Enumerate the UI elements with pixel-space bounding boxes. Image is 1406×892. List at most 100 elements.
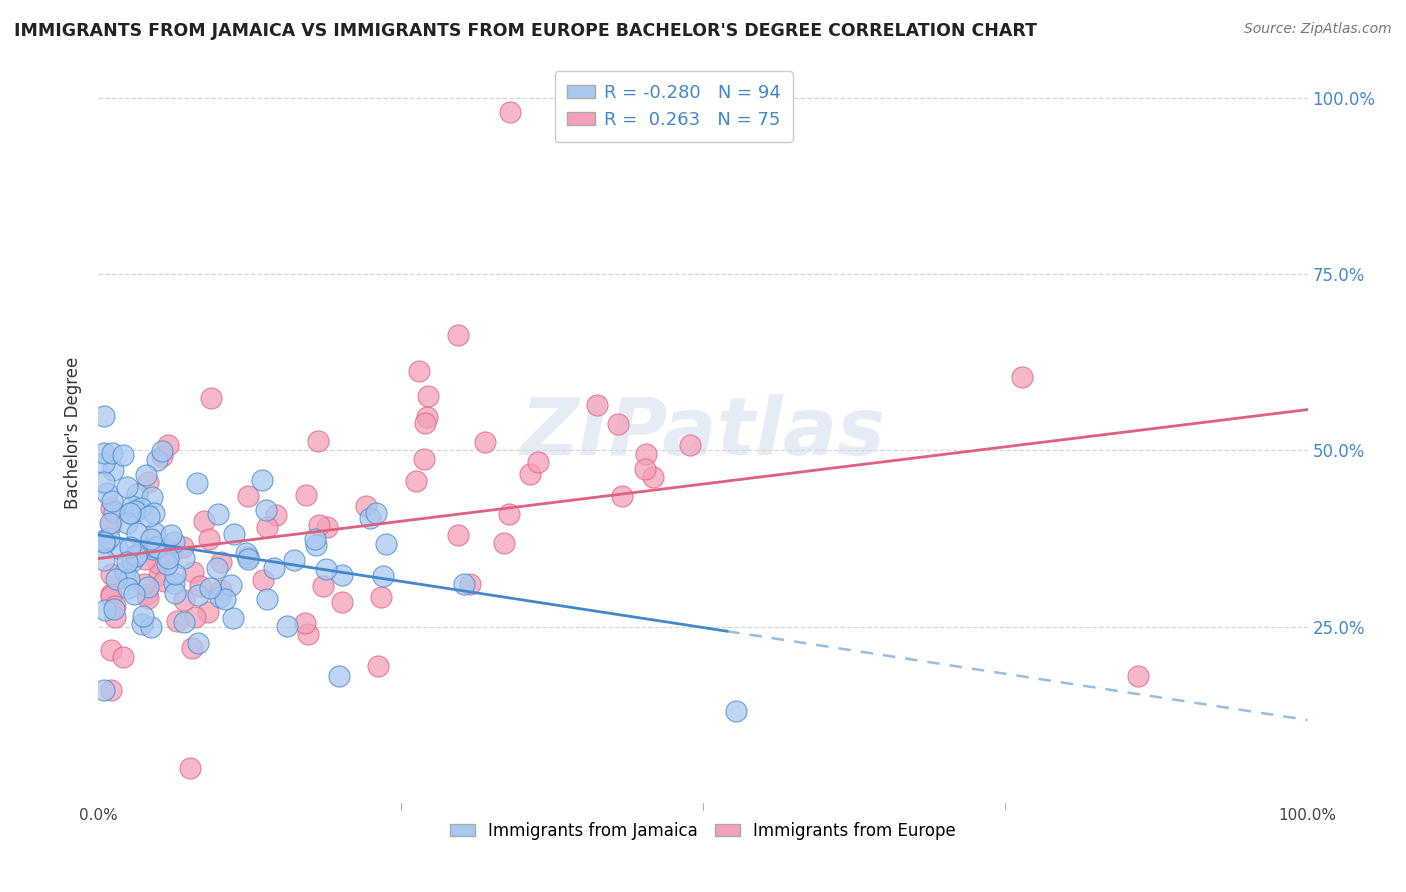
Point (375, 537, 398, 551)
Point (159, 528, 181, 542)
Point (498, 507, 520, 521)
Point (209, 555, 232, 569)
Point (205, 560, 228, 574)
Y-axis label: Bachelor's Degree: Bachelor's Degree (65, 357, 83, 508)
Point (100, 587, 122, 601)
Point (305, 538, 328, 552)
Point (111, 448, 134, 462)
Point (263, 561, 285, 575)
Point (136, 587, 159, 601)
Point (173, 550, 195, 565)
Point (612, 489, 634, 503)
Point (163, 566, 186, 581)
Point (105, 541, 128, 556)
Point (117, 555, 139, 569)
Point (138, 508, 160, 523)
Point (118, 541, 141, 555)
Point (181, 640, 204, 655)
Point (103, 602, 125, 616)
Point (256, 519, 278, 533)
Point (453, 577, 475, 591)
Point (413, 416, 436, 430)
Point (127, 525, 149, 540)
Point (367, 659, 389, 673)
Point (519, 467, 541, 481)
Point (184, 610, 207, 624)
Point (163, 535, 186, 549)
Point (236, 489, 259, 503)
Point (222, 526, 245, 541)
Point (105, 572, 128, 586)
Point (100, 500, 122, 515)
Point (125, 486, 148, 500)
Point (276, 619, 298, 633)
Point (254, 503, 277, 517)
Point (100, 567, 122, 582)
Point (641, 470, 664, 484)
Point (359, 511, 381, 525)
Point (188, 579, 211, 593)
Point (308, 518, 330, 533)
Point (96, 485, 118, 500)
Point (474, 434, 496, 449)
Point (155, 542, 177, 557)
Point (136, 591, 159, 606)
Point (153, 574, 176, 588)
Point (198, 532, 221, 546)
Point (132, 576, 155, 591)
Point (134, 551, 156, 566)
Point (100, 517, 122, 532)
Point (370, 590, 392, 604)
Point (173, 615, 195, 629)
Point (197, 605, 219, 619)
Point (187, 589, 209, 603)
Point (207, 508, 229, 522)
Point (160, 545, 183, 559)
Point (93, 553, 115, 567)
Point (112, 650, 135, 665)
Point (208, 590, 231, 604)
Point (93, 683, 115, 698)
Point (143, 525, 166, 540)
Point (214, 591, 236, 606)
Point (252, 573, 274, 587)
Point (221, 578, 243, 592)
Point (371, 569, 394, 583)
Point (142, 542, 165, 557)
Point (238, 550, 260, 565)
Point (131, 616, 153, 631)
Point (157, 550, 180, 565)
Point (93, 534, 115, 549)
Point (307, 434, 329, 448)
Point (118, 572, 141, 586)
Point (447, 327, 470, 342)
Point (120, 506, 142, 520)
Point (94, 603, 117, 617)
Point (124, 549, 146, 563)
Point (104, 610, 127, 624)
Point (135, 468, 157, 483)
Point (101, 463, 124, 477)
Point (364, 506, 387, 520)
Point (458, 577, 481, 591)
Point (115, 516, 138, 530)
Point (634, 447, 657, 461)
Point (150, 444, 173, 458)
Point (330, 595, 353, 609)
Point (294, 615, 316, 630)
Point (120, 506, 142, 520)
Point (526, 455, 548, 469)
Point (328, 669, 350, 683)
Point (312, 579, 335, 593)
Point (100, 683, 122, 698)
Point (283, 553, 305, 567)
Point (93, 409, 115, 423)
Point (125, 548, 148, 562)
Point (148, 567, 170, 582)
Point (354, 499, 377, 513)
Point (122, 587, 145, 601)
Point (121, 553, 143, 567)
Point (103, 505, 125, 519)
Point (295, 487, 318, 501)
Point (141, 490, 163, 504)
